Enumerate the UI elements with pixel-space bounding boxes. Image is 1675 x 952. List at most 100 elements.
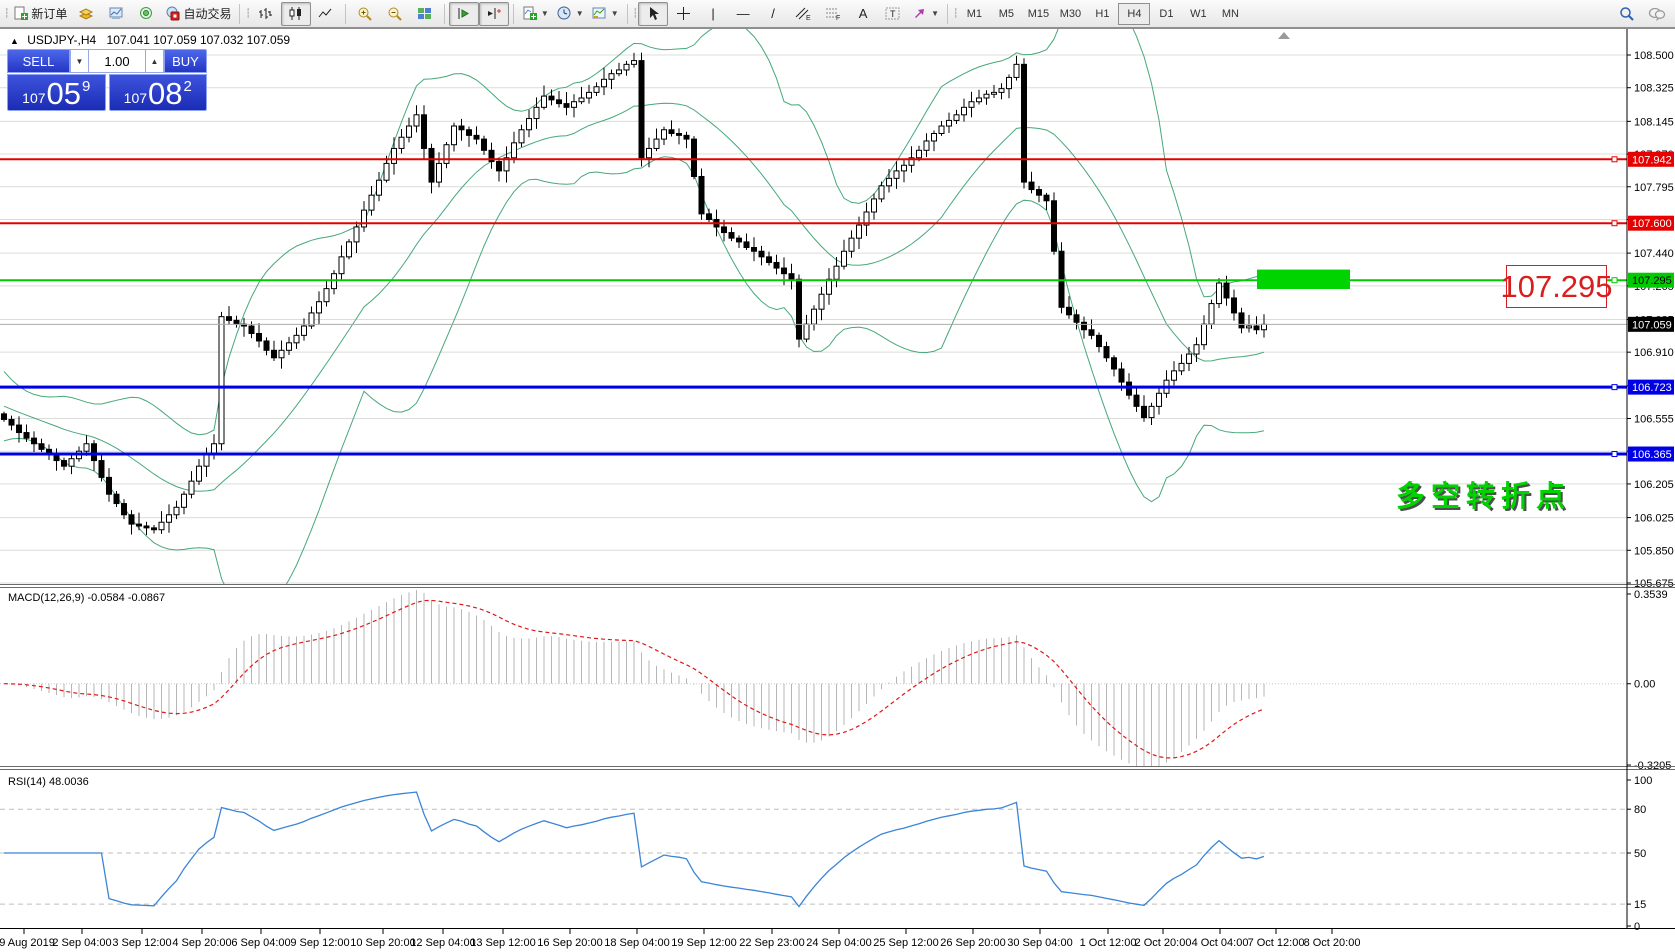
zoom-out-button[interactable] bbox=[380, 2, 410, 26]
vertical-line-button[interactable]: | bbox=[698, 2, 728, 26]
horizontal-line-icon: — bbox=[736, 6, 750, 21]
timeframe-m15[interactable]: M15 bbox=[1027, 7, 1050, 20]
tile-windows-button[interactable] bbox=[410, 2, 440, 26]
svg-text:16 Sep 20:00: 16 Sep 20:00 bbox=[537, 937, 602, 949]
separator bbox=[239, 3, 241, 24]
alerts-button[interactable] bbox=[131, 2, 161, 26]
svg-text:108.500: 108.500 bbox=[1634, 50, 1674, 62]
auto-scroll-button[interactable] bbox=[448, 1, 479, 26]
timeframe-m5[interactable]: M5 bbox=[998, 7, 1015, 20]
channel-button[interactable]: E bbox=[788, 2, 818, 26]
periods-button[interactable]: ▼ bbox=[553, 2, 588, 26]
price-callout-box[interactable]: 107.295 bbox=[1500, 265, 1613, 308]
svg-text:18 Sep 04:00: 18 Sep 04:00 bbox=[604, 937, 669, 949]
toolbar-grip: ┇ bbox=[245, 8, 251, 18]
rsi-scale: 100 80 50 15 0 bbox=[1627, 775, 1652, 933]
svg-text:107.795: 107.795 bbox=[1634, 182, 1674, 194]
timeframe-m30[interactable]: M30 bbox=[1059, 7, 1082, 20]
svg-text:2 Sep 04:00: 2 Sep 04:00 bbox=[52, 937, 111, 949]
arrows-button[interactable]: ▼ bbox=[908, 2, 943, 26]
pane-borders bbox=[0, 29, 1675, 929]
search-button[interactable] bbox=[1612, 2, 1642, 26]
svg-text:108.325: 108.325 bbox=[1634, 83, 1674, 95]
annotation-text[interactable]: 多空转折点 bbox=[1396, 481, 1572, 513]
line-chart-icon bbox=[318, 8, 332, 18]
templates-icon bbox=[592, 7, 606, 19]
buy-price-button[interactable]: 107 08 2 bbox=[108, 74, 207, 111]
timeframe-mn[interactable]: MN bbox=[1221, 7, 1239, 20]
svg-text:107.942: 107.942 bbox=[1632, 154, 1672, 166]
svg-text:15: 15 bbox=[1634, 899, 1646, 911]
rsi-pane bbox=[0, 791, 1627, 908]
autotrading-button[interactable]: 自动交易 bbox=[161, 2, 235, 26]
svg-text:10 Sep 20:00: 10 Sep 20:00 bbox=[350, 937, 415, 949]
timeframe-h1[interactable]: H1 bbox=[1095, 7, 1110, 20]
timeframe-m1[interactable]: M1 bbox=[966, 7, 983, 20]
timeframe-h4[interactable]: H4 bbox=[1118, 2, 1151, 25]
crosshair-icon bbox=[676, 7, 690, 20]
fibonacci-button[interactable]: F bbox=[818, 2, 848, 26]
chart-shift-marker bbox=[1278, 32, 1290, 39]
svg-text:80: 80 bbox=[1634, 804, 1646, 816]
buy-price-pip: 2 bbox=[183, 78, 192, 95]
svg-text:E: E bbox=[806, 15, 811, 21]
profiles-button[interactable] bbox=[71, 2, 101, 26]
text-label-button[interactable]: T bbox=[878, 2, 908, 26]
chevron-down-icon: ▼ bbox=[540, 9, 549, 18]
svg-text:4 Oct 04:00: 4 Oct 04:00 bbox=[1192, 937, 1249, 949]
svg-text:106.555: 106.555 bbox=[1634, 414, 1674, 426]
svg-text:8 Oct 20:00: 8 Oct 20:00 bbox=[1304, 937, 1361, 949]
macd-label: MACD(12,26,9) -0.0584 -0.0867 bbox=[8, 592, 166, 604]
alerts-icon bbox=[139, 7, 152, 19]
line-chart-button[interactable] bbox=[311, 2, 341, 26]
volume-input[interactable] bbox=[89, 52, 145, 70]
ohlc-values: 107.041 107.059 107.032 107.059 bbox=[106, 33, 291, 47]
svg-text:107.295: 107.295 bbox=[1632, 275, 1672, 287]
volume-increase-button[interactable]: ▲ bbox=[145, 49, 164, 73]
bar-chart-button[interactable] bbox=[251, 2, 281, 26]
macd-signal-line bbox=[3, 599, 1265, 759]
new-order-button[interactable]: 新订单 bbox=[9, 2, 71, 26]
svg-text:1 Oct 12:00: 1 Oct 12:00 bbox=[1080, 937, 1137, 949]
timeframe-w1[interactable]: W1 bbox=[1190, 7, 1207, 20]
cursor-button[interactable] bbox=[638, 1, 669, 26]
market-watch-button[interactable] bbox=[101, 2, 131, 26]
horizontal-line-objects[interactable] bbox=[0, 156, 1627, 458]
toolbar: ┇ 新订单 自动交易 ┇ ▼ bbox=[0, 0, 1675, 29]
text-icon: A bbox=[858, 6, 868, 21]
rectangle-object[interactable] bbox=[1257, 269, 1350, 289]
chart-window: 108.500108.325108.145107.970107.795107.6… bbox=[0, 29, 1675, 952]
zoom-in-button[interactable] bbox=[350, 2, 380, 26]
vertical-line-icon: | bbox=[711, 6, 715, 21]
chart-svg[interactable]: 108.500108.325108.145107.970107.795107.6… bbox=[0, 29, 1675, 952]
separator bbox=[512, 3, 514, 24]
timeframe-d1[interactable]: D1 bbox=[1159, 7, 1174, 20]
community-button[interactable] bbox=[1642, 2, 1672, 26]
svg-text:9 Sep 12:00: 9 Sep 12:00 bbox=[290, 937, 349, 949]
fibonacci-icon: F bbox=[826, 8, 840, 21]
chevron-down-icon: ▼ bbox=[931, 9, 939, 18]
candlestick-chart-icon bbox=[289, 7, 302, 20]
trendline-button[interactable]: / bbox=[758, 2, 788, 26]
cursor-icon bbox=[650, 7, 660, 20]
sell-button[interactable]: SELL bbox=[7, 49, 70, 73]
svg-text:2 Oct 20:00: 2 Oct 20:00 bbox=[1135, 937, 1192, 949]
svg-text:7 Oct 12:00: 7 Oct 12:00 bbox=[1248, 937, 1305, 949]
autotrading-label: 自动交易 bbox=[183, 7, 232, 21]
rsi-line bbox=[4, 791, 1265, 908]
sell-price-button[interactable]: 107 05 9 bbox=[7, 74, 106, 111]
horizontal-line-button[interactable]: — bbox=[728, 2, 758, 26]
separator bbox=[443, 3, 445, 24]
svg-text:106.205: 106.205 bbox=[1634, 479, 1674, 491]
buy-button[interactable]: BUY bbox=[164, 49, 207, 73]
candlestick-chart-button[interactable] bbox=[280, 1, 311, 26]
text-button[interactable]: A bbox=[848, 2, 878, 26]
chart-shift-button[interactable] bbox=[478, 1, 509, 26]
buy-price-big: 08 bbox=[148, 76, 183, 111]
templates-button[interactable]: ▼ bbox=[588, 2, 623, 26]
crosshair-button[interactable] bbox=[668, 2, 698, 26]
collapse-panel-icon[interactable]: ▲ bbox=[10, 36, 19, 46]
indicators-button[interactable]: ▼ bbox=[518, 2, 553, 26]
volume-decrease-button[interactable]: ▼ bbox=[70, 49, 89, 73]
sell-price-big: 05 bbox=[46, 76, 81, 111]
